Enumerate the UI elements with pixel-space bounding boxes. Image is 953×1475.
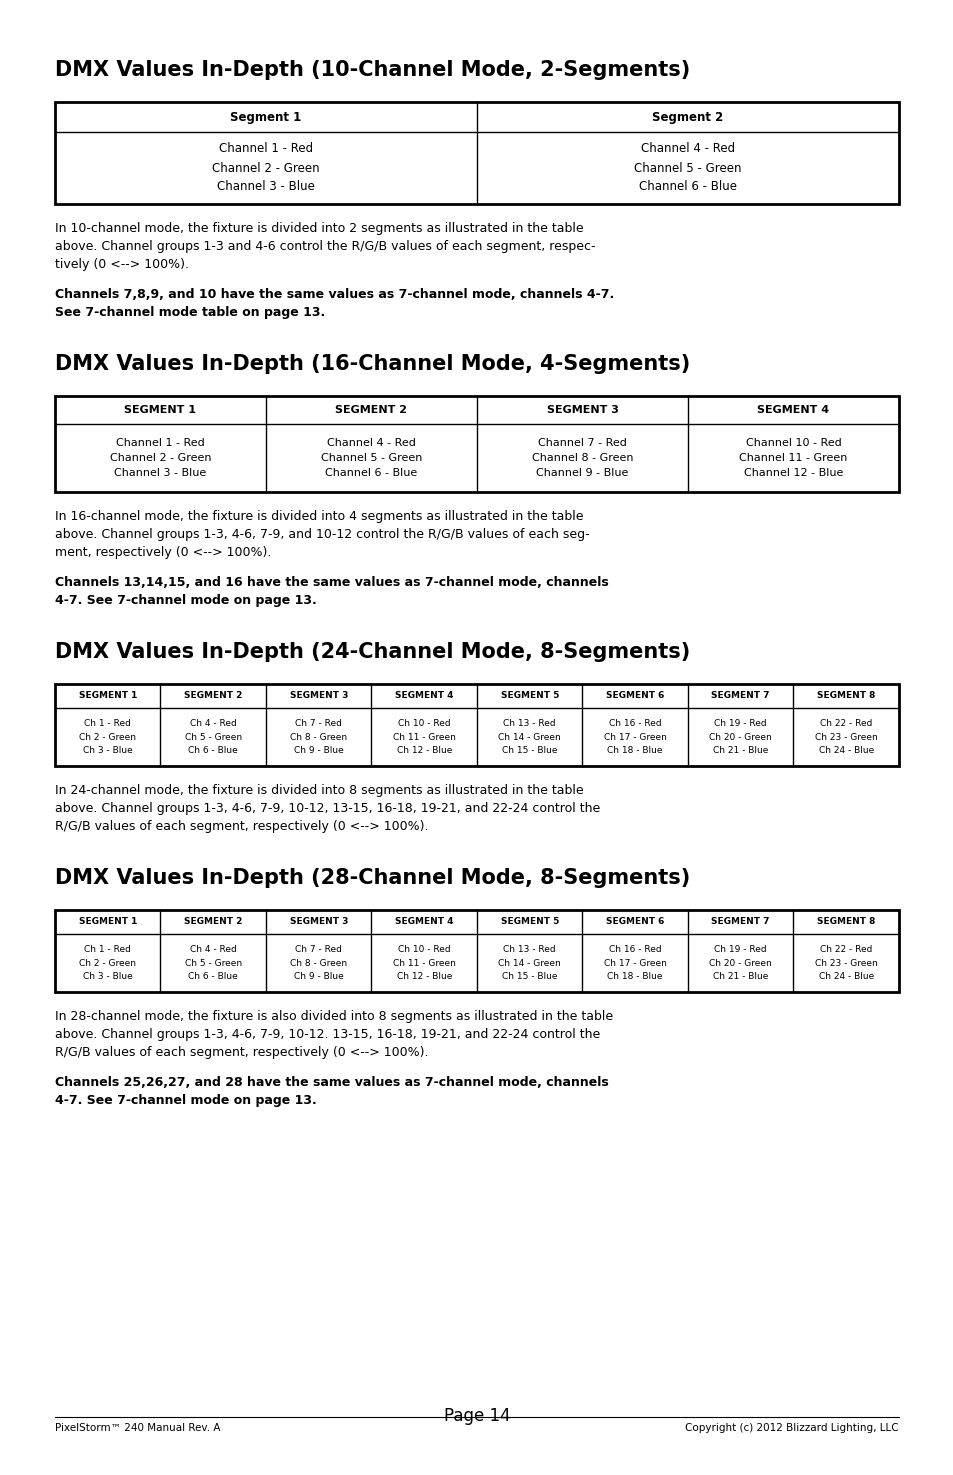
Text: Ch 22 - Red
Ch 23 - Green
Ch 24 - Blue: Ch 22 - Red Ch 23 - Green Ch 24 - Blue — [814, 945, 877, 981]
Text: Ch 13 - Red
Ch 14 - Green
Ch 15 - Blue: Ch 13 - Red Ch 14 - Green Ch 15 - Blue — [497, 945, 560, 981]
Text: 4-7. See 7-channel mode on page 13.: 4-7. See 7-channel mode on page 13. — [55, 1094, 316, 1108]
Text: Ch 4 - Red
Ch 5 - Green
Ch 6 - Blue: Ch 4 - Red Ch 5 - Green Ch 6 - Blue — [185, 945, 241, 981]
Text: Ch 1 - Red
Ch 2 - Green
Ch 3 - Blue: Ch 1 - Red Ch 2 - Green Ch 3 - Blue — [79, 720, 136, 755]
Text: Channels 25,26,27, and 28 have the same values as 7-channel mode, channels: Channels 25,26,27, and 28 have the same … — [55, 1075, 608, 1089]
Bar — [55, 102, 898, 204]
Text: SEGMENT 7: SEGMENT 7 — [711, 917, 769, 926]
Text: PixelStorm™ 240 Manual Rev. A: PixelStorm™ 240 Manual Rev. A — [55, 1423, 220, 1434]
Text: SEGMENT 2: SEGMENT 2 — [184, 917, 242, 926]
Text: DMX Values In-Depth (16-Channel Mode, 4-Segments): DMX Values In-Depth (16-Channel Mode, 4-… — [55, 354, 690, 375]
Text: SEGMENT 6: SEGMENT 6 — [605, 917, 663, 926]
Text: SEGMENT 3: SEGMENT 3 — [290, 692, 348, 701]
Text: R/G/B values of each segment, respectively (0 <--> 100%).: R/G/B values of each segment, respective… — [55, 1046, 428, 1059]
Text: above. Channel groups 1-3 and 4-6 control the R/G/B values of each segment, resp: above. Channel groups 1-3 and 4-6 contro… — [55, 240, 595, 254]
Text: Ch 22 - Red
Ch 23 - Green
Ch 24 - Blue: Ch 22 - Red Ch 23 - Green Ch 24 - Blue — [814, 720, 877, 755]
Text: DMX Values In-Depth (24-Channel Mode, 8-Segments): DMX Values In-Depth (24-Channel Mode, 8-… — [55, 642, 690, 662]
Text: above. Channel groups 1-3, 4-6, 7-9, 10-12, 13-15, 16-18, 19-21, and 22-24 contr: above. Channel groups 1-3, 4-6, 7-9, 10-… — [55, 802, 599, 816]
Text: SEGMENT 2: SEGMENT 2 — [335, 406, 407, 414]
Text: SEGMENT 2: SEGMENT 2 — [184, 692, 242, 701]
Text: above. Channel groups 1-3, 4-6, 7-9, and 10-12 control the R/G/B values of each : above. Channel groups 1-3, 4-6, 7-9, and… — [55, 528, 589, 541]
Text: Channel 4 - Red
Channel 5 - Green
Channel 6 - Blue: Channel 4 - Red Channel 5 - Green Channe… — [320, 438, 422, 478]
Text: Ch 16 - Red
Ch 17 - Green
Ch 18 - Blue: Ch 16 - Red Ch 17 - Green Ch 18 - Blue — [603, 945, 666, 981]
Text: SEGMENT 3: SEGMENT 3 — [546, 406, 618, 414]
Text: SEGMENT 4: SEGMENT 4 — [395, 692, 453, 701]
Text: Ch 10 - Red
Ch 11 - Green
Ch 12 - Blue: Ch 10 - Red Ch 11 - Green Ch 12 - Blue — [393, 945, 456, 981]
Text: In 16-channel mode, the fixture is divided into 4 segments as illustrated in the: In 16-channel mode, the fixture is divid… — [55, 510, 583, 524]
Text: SEGMENT 6: SEGMENT 6 — [605, 692, 663, 701]
Text: Segment 2: Segment 2 — [652, 111, 723, 124]
Text: Ch 1 - Red
Ch 2 - Green
Ch 3 - Blue: Ch 1 - Red Ch 2 - Green Ch 3 - Blue — [79, 945, 136, 981]
Text: Channel 7 - Red
Channel 8 - Green
Channel 9 - Blue: Channel 7 - Red Channel 8 - Green Channe… — [531, 438, 633, 478]
Text: Segment 1: Segment 1 — [230, 111, 301, 124]
Text: Ch 7 - Red
Ch 8 - Green
Ch 9 - Blue: Ch 7 - Red Ch 8 - Green Ch 9 - Blue — [290, 945, 347, 981]
Text: Ch 10 - Red
Ch 11 - Green
Ch 12 - Blue: Ch 10 - Red Ch 11 - Green Ch 12 - Blue — [393, 720, 456, 755]
Text: tively (0 <--> 100%).: tively (0 <--> 100%). — [55, 258, 189, 271]
Text: SEGMENT 3: SEGMENT 3 — [290, 917, 348, 926]
Text: R/G/B values of each segment, respectively (0 <--> 100%).: R/G/B values of each segment, respective… — [55, 820, 428, 833]
Text: Ch 4 - Red
Ch 5 - Green
Ch 6 - Blue: Ch 4 - Red Ch 5 - Green Ch 6 - Blue — [185, 720, 241, 755]
Text: DMX Values In-Depth (28-Channel Mode, 8-Segments): DMX Values In-Depth (28-Channel Mode, 8-… — [55, 867, 690, 888]
Text: In 24-channel mode, the fixture is divided into 8 segments as illustrated in the: In 24-channel mode, the fixture is divid… — [55, 785, 583, 796]
Text: Ch 19 - Red
Ch 20 - Green
Ch 21 - Blue: Ch 19 - Red Ch 20 - Green Ch 21 - Blue — [709, 945, 771, 981]
Text: In 10-channel mode, the fixture is divided into 2 segments as illustrated in the: In 10-channel mode, the fixture is divid… — [55, 223, 583, 235]
Text: SEGMENT 7: SEGMENT 7 — [711, 692, 769, 701]
Text: Page 14: Page 14 — [443, 1407, 510, 1425]
Text: Ch 16 - Red
Ch 17 - Green
Ch 18 - Blue: Ch 16 - Red Ch 17 - Green Ch 18 - Blue — [603, 720, 666, 755]
Text: Channel 1 - Red
Channel 2 - Green
Channel 3 - Blue: Channel 1 - Red Channel 2 - Green Channe… — [212, 143, 319, 193]
Text: ment, respectively (0 <--> 100%).: ment, respectively (0 <--> 100%). — [55, 546, 271, 559]
Text: In 28-channel mode, the fixture is also divided into 8 segments as illustrated i: In 28-channel mode, the fixture is also … — [55, 1010, 613, 1024]
Text: above. Channel groups 1-3, 4-6, 7-9, 10-12. 13-15, 16-18, 19-21, and 22-24 contr: above. Channel groups 1-3, 4-6, 7-9, 10-… — [55, 1028, 599, 1041]
Text: SEGMENT 4: SEGMENT 4 — [395, 917, 453, 926]
Text: Channel 10 - Red
Channel 11 - Green
Channel 12 - Blue: Channel 10 - Red Channel 11 - Green Chan… — [739, 438, 847, 478]
Bar — [55, 395, 898, 493]
Text: DMX Values In-Depth (10-Channel Mode, 2-Segments): DMX Values In-Depth (10-Channel Mode, 2-… — [55, 60, 690, 80]
Text: See 7-channel mode table on page 13.: See 7-channel mode table on page 13. — [55, 305, 325, 319]
Text: SEGMENT 4: SEGMENT 4 — [757, 406, 829, 414]
Text: SEGMENT 8: SEGMENT 8 — [816, 692, 875, 701]
Text: SEGMENT 1: SEGMENT 1 — [78, 917, 137, 926]
Text: Channels 7,8,9, and 10 have the same values as 7-channel mode, channels 4-7.: Channels 7,8,9, and 10 have the same val… — [55, 288, 614, 301]
Text: Channel 4 - Red
Channel 5 - Green
Channel 6 - Blue: Channel 4 - Red Channel 5 - Green Channe… — [634, 143, 741, 193]
Text: Copyright (c) 2012 Blizzard Lighting, LLC: Copyright (c) 2012 Blizzard Lighting, LL… — [684, 1423, 898, 1434]
Text: SEGMENT 5: SEGMENT 5 — [500, 917, 558, 926]
Bar — [55, 910, 898, 993]
Text: SEGMENT 1: SEGMENT 1 — [125, 406, 196, 414]
Text: Ch 7 - Red
Ch 8 - Green
Ch 9 - Blue: Ch 7 - Red Ch 8 - Green Ch 9 - Blue — [290, 720, 347, 755]
Text: Ch 13 - Red
Ch 14 - Green
Ch 15 - Blue: Ch 13 - Red Ch 14 - Green Ch 15 - Blue — [497, 720, 560, 755]
Text: Ch 19 - Red
Ch 20 - Green
Ch 21 - Blue: Ch 19 - Red Ch 20 - Green Ch 21 - Blue — [709, 720, 771, 755]
Bar — [55, 684, 898, 766]
Text: SEGMENT 8: SEGMENT 8 — [816, 917, 875, 926]
Text: 4-7. See 7-channel mode on page 13.: 4-7. See 7-channel mode on page 13. — [55, 594, 316, 608]
Text: Channel 1 - Red
Channel 2 - Green
Channel 3 - Blue: Channel 1 - Red Channel 2 - Green Channe… — [110, 438, 211, 478]
Text: Channels 13,14,15, and 16 have the same values as 7-channel mode, channels: Channels 13,14,15, and 16 have the same … — [55, 577, 608, 589]
Text: SEGMENT 5: SEGMENT 5 — [500, 692, 558, 701]
Text: SEGMENT 1: SEGMENT 1 — [78, 692, 137, 701]
